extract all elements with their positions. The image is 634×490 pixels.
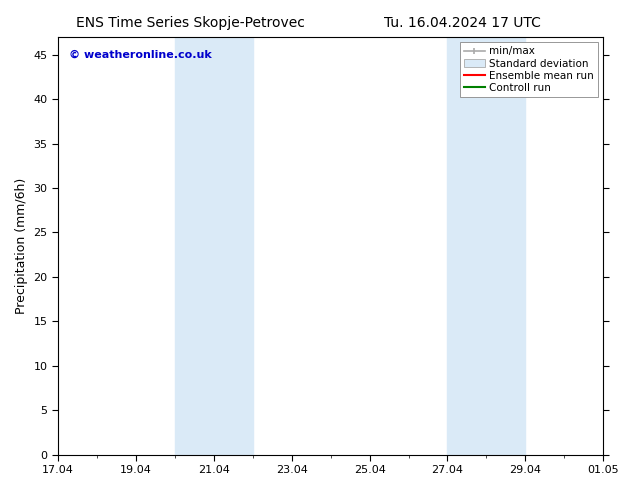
Bar — [448, 37, 526, 455]
Text: ENS Time Series Skopje-Petrovec: ENS Time Series Skopje-Petrovec — [75, 16, 305, 30]
Text: © weatheronline.co.uk: © weatheronline.co.uk — [69, 49, 212, 60]
Text: Tu. 16.04.2024 17 UTC: Tu. 16.04.2024 17 UTC — [384, 16, 541, 30]
Bar — [175, 37, 253, 455]
Y-axis label: Precipitation (mm/6h): Precipitation (mm/6h) — [15, 178, 28, 314]
Legend: min/max, Standard deviation, Ensemble mean run, Controll run: min/max, Standard deviation, Ensemble me… — [460, 42, 598, 97]
